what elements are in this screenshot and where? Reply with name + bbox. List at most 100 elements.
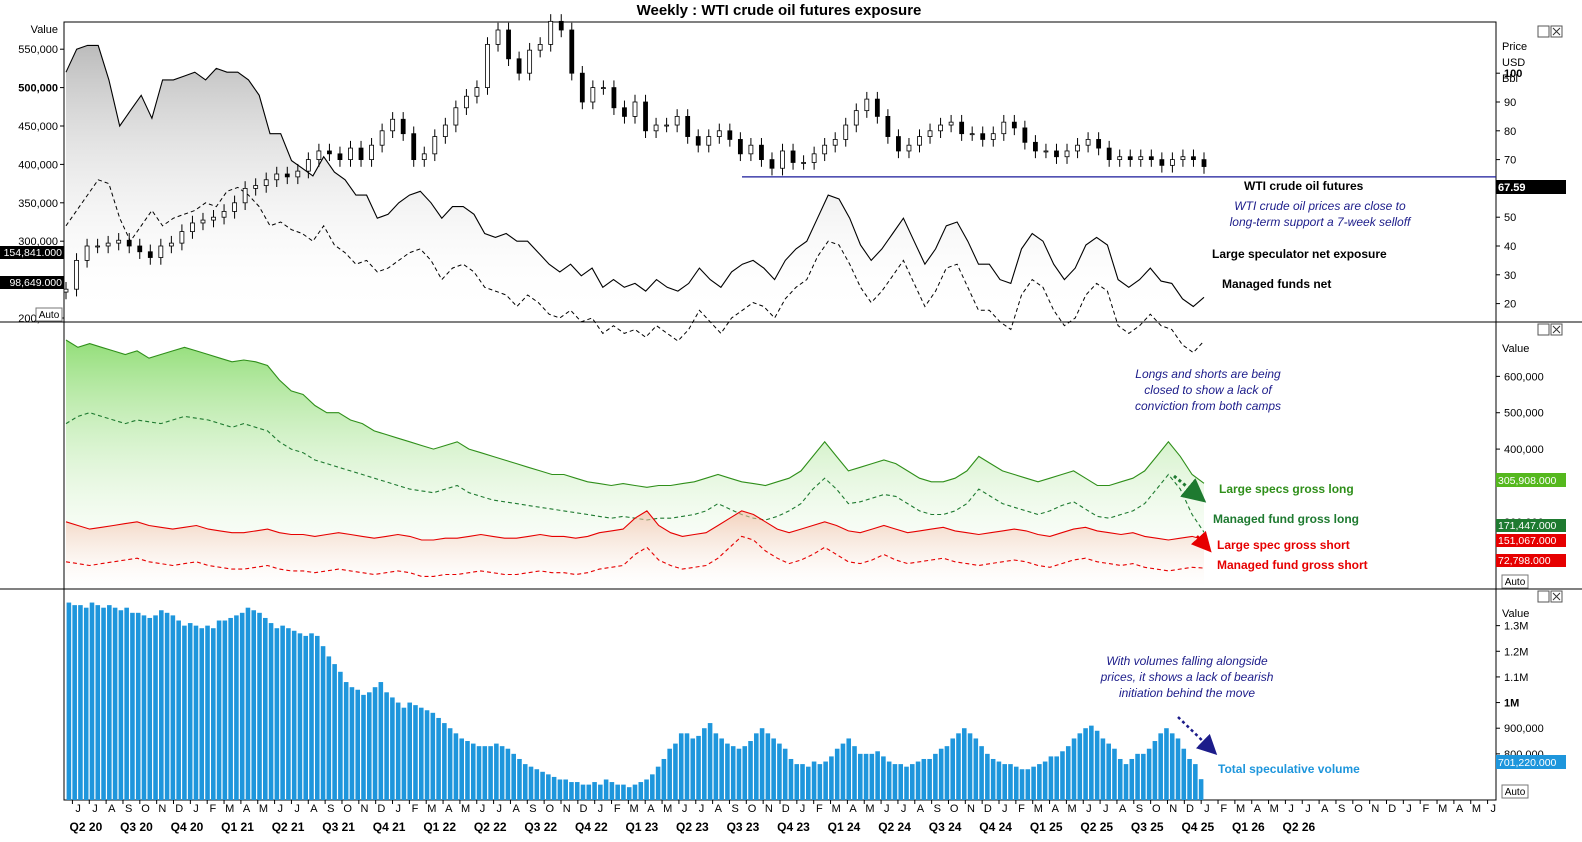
volume-bar [130, 612, 135, 800]
right-tick-label: 100 [1504, 68, 1522, 80]
volume-bar [182, 625, 187, 800]
volume-bar [488, 746, 493, 800]
annotation-volume-2: prices, it shows a lack of bearish [1100, 670, 1274, 684]
candle-body [1064, 150, 1070, 158]
volume-bar [1129, 758, 1135, 800]
volume-bar [580, 784, 586, 800]
candle-body [632, 101, 638, 117]
label-ls-short: Large spec gross short [1217, 538, 1350, 552]
quarter-label: Q3 25 [1131, 820, 1164, 834]
candle-body [527, 49, 533, 74]
label-mf-short: Managed fund gross short [1217, 558, 1368, 572]
month-tick-label: M [461, 803, 470, 815]
quarter-label: Q4 25 [1181, 820, 1214, 834]
right-tick-label: 70 [1504, 155, 1516, 167]
volume-bar [517, 758, 522, 800]
volume-bar [1135, 753, 1140, 800]
volume-bar [644, 779, 649, 800]
month-tick-label: O [748, 803, 757, 815]
candle-body [822, 144, 828, 155]
volume-bar [534, 769, 540, 800]
volume-bar [245, 607, 251, 800]
right-axis-title-line3: Bbl [1502, 73, 1518, 85]
window-controls[interactable] [1537, 25, 1563, 603]
month-tick-label: F [210, 803, 217, 815]
restore-icon[interactable] [1537, 323, 1550, 336]
candle-body [232, 202, 237, 212]
month-tick-label: M [1270, 803, 1279, 815]
month-tick-label: D [377, 803, 385, 815]
candle-body [600, 87, 606, 89]
volume-bar [684, 733, 690, 800]
volume-bar [447, 728, 453, 800]
month-tick-label: J [395, 803, 401, 815]
volume-bar [332, 664, 337, 800]
restore-icon[interactable] [1537, 25, 1550, 38]
month-tick-label: M [427, 803, 436, 815]
ls-short-area [66, 510, 1204, 586]
volume-bar [124, 607, 129, 800]
volume-bar [557, 779, 563, 800]
value-badge-large-spec-net: 154,841.000 [4, 247, 63, 259]
candle-body [1096, 139, 1102, 149]
left-tick-label: 400,000 [18, 159, 58, 171]
right-tick-label: 20 [1504, 299, 1516, 311]
volume-bar [823, 761, 828, 800]
volume-bar [205, 625, 210, 800]
auto-button[interactable] [1501, 574, 1529, 589]
quarter-label: Q3 21 [322, 820, 355, 834]
volume-bar [655, 766, 661, 800]
month-tick-label: A [512, 803, 520, 815]
auto-button[interactable] [1501, 784, 1529, 799]
volume-bar [309, 633, 314, 800]
panel3-tick-label: 1.1M [1504, 672, 1528, 684]
volume-bar [228, 617, 233, 800]
volume-bar [436, 717, 441, 800]
volume-bar [112, 607, 118, 800]
auto-button[interactable] [35, 307, 63, 322]
candle-body [316, 150, 322, 161]
volume-bar [569, 782, 574, 800]
month-tick-label: A [1456, 803, 1464, 815]
month-tick-label: A [917, 803, 925, 815]
month-tick-label: J [497, 803, 503, 815]
month-tick-label: A [1254, 803, 1262, 815]
volume-bar [372, 687, 378, 800]
volume-bar [909, 764, 915, 800]
volume-bar [361, 694, 366, 800]
volume-bar [1106, 743, 1111, 800]
volume-bar [418, 707, 424, 800]
candle-body [674, 116, 680, 126]
candle-body [421, 153, 427, 160]
month-tick-label: N [158, 803, 166, 815]
candle-body [284, 173, 290, 178]
quarter-label: Q2 23 [676, 820, 709, 834]
volume-bar [211, 628, 216, 800]
candle-body [590, 87, 596, 103]
candle-body [390, 118, 396, 132]
volume-bar [1094, 730, 1100, 800]
volume-bar [378, 682, 384, 800]
volume-bar [326, 656, 332, 800]
panel3-axis-title: Value [1502, 608, 1529, 620]
month-tick-label: M [225, 803, 234, 815]
candle-body [495, 29, 501, 45]
right-axis-title-line2: USD [1502, 57, 1525, 69]
candle-body [453, 107, 459, 126]
candle-body [474, 87, 480, 97]
large-spec-net-area [66, 45, 1204, 319]
candle-body [643, 101, 648, 132]
badge-mf-long: 171,447.000 [1498, 520, 1557, 532]
month-tick-label: N [765, 803, 773, 815]
candle-body [1180, 156, 1186, 161]
volume-bar [650, 774, 655, 800]
candle-body [211, 216, 216, 221]
month-tick-label: A [849, 803, 857, 815]
month-tick-label: M [1236, 803, 1245, 815]
volume-bar [401, 707, 407, 800]
volume-bar [494, 743, 499, 800]
volume-bar [366, 692, 372, 800]
restore-icon[interactable] [1537, 590, 1550, 603]
candle-body [832, 139, 838, 146]
right-tick-label: 40 [1504, 241, 1516, 253]
